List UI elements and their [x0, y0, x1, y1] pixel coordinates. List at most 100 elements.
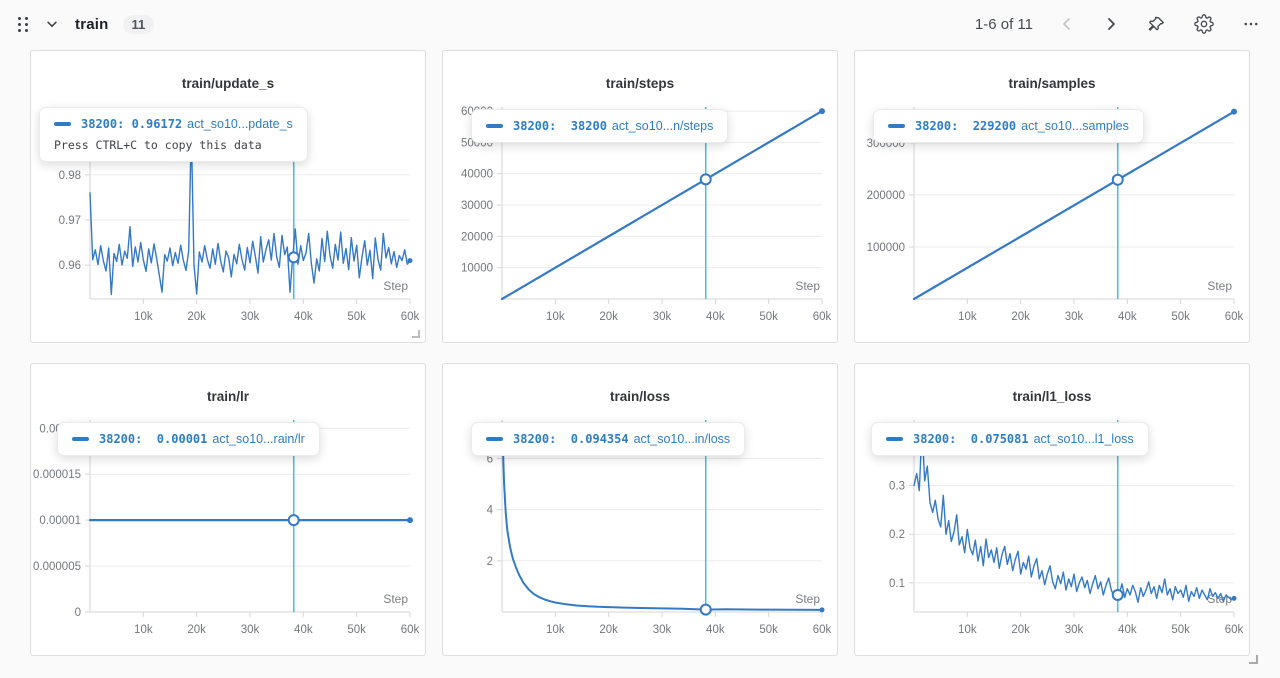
svg-text:Step: Step	[795, 279, 820, 293]
section-header: train 11 1-6 of 11	[0, 0, 1280, 48]
tooltip-value: 38200: 0.96172	[81, 117, 183, 131]
svg-text:0.98: 0.98	[59, 170, 81, 182]
svg-text:60k: 60k	[1225, 311, 1244, 323]
svg-text:0.00001: 0.00001	[39, 515, 81, 527]
svg-text:4: 4	[487, 505, 494, 517]
panel-train-loss[interactable]: train/loss 38200: 0.094354 act_so10...in…	[442, 363, 838, 656]
tooltip-run-name: act_so10...in/loss	[633, 432, 731, 446]
svg-text:30k: 30k	[241, 311, 260, 323]
svg-text:2: 2	[487, 556, 493, 568]
svg-text:30k: 30k	[1065, 311, 1084, 323]
prev-page-button[interactable]	[1057, 14, 1077, 34]
svg-text:30k: 30k	[653, 311, 672, 323]
svg-text:10k: 10k	[134, 624, 153, 636]
more-options-icon[interactable]	[1240, 13, 1262, 35]
svg-text:100000: 100000	[867, 242, 905, 254]
svg-text:Step: Step	[795, 592, 820, 606]
svg-text:Step: Step	[1207, 279, 1232, 293]
tooltip-value: 38200: 229200	[915, 119, 1017, 133]
svg-text:6: 6	[487, 453, 493, 465]
svg-text:0.1: 0.1	[889, 578, 905, 590]
svg-text:50k: 50k	[347, 624, 366, 636]
svg-text:0.2: 0.2	[889, 529, 905, 541]
chart-tooltip: 38200: 0.00001 act_so10...rain/lr	[57, 422, 320, 456]
panel-train-l1-loss[interactable]: train/l1_loss 38200: 0.075081 act_so10..…	[854, 363, 1250, 656]
svg-text:50k: 50k	[759, 311, 778, 323]
series-swatch	[72, 437, 89, 441]
svg-text:20k: 20k	[599, 624, 618, 636]
tooltip-value: 38200: 0.00001	[99, 432, 208, 446]
svg-text:20k: 20k	[1011, 311, 1030, 323]
tooltip-value: 38200: 38200	[513, 119, 607, 133]
svg-text:0.000005: 0.000005	[33, 561, 81, 573]
svg-text:50k: 50k	[1171, 624, 1190, 636]
chart-tooltip: 38200: 0.094354 act_so10...in/loss	[471, 422, 746, 456]
svg-text:40k: 40k	[1118, 624, 1137, 636]
chart-title: train/loss	[609, 389, 671, 404]
series-swatch	[486, 124, 503, 128]
chart-title: train/steps	[605, 76, 675, 91]
svg-text:60k: 60k	[401, 311, 420, 323]
chevron-down-icon[interactable]	[43, 15, 61, 33]
chart-canvas-train-loss[interactable]: 2 4 6 10k 20k 30k 40k 50k 60k Step	[444, 412, 836, 646]
pagination-label: 1-6 of 11	[974, 15, 1033, 33]
tooltip-run-name: act_so10...l1_loss	[1033, 432, 1134, 446]
svg-text:40k: 40k	[294, 311, 313, 323]
svg-text:20000: 20000	[461, 231, 493, 243]
series-swatch	[54, 122, 71, 126]
svg-text:30k: 30k	[653, 624, 672, 636]
svg-text:60k: 60k	[813, 311, 832, 323]
chart-tooltip: 38200: 0.96172 act_so10...pdate_s Press …	[39, 107, 308, 162]
gear-icon[interactable]	[1192, 12, 1216, 36]
tooltip-run-name: act_so10...n/steps	[611, 119, 714, 133]
svg-text:0.000015: 0.000015	[33, 469, 81, 481]
svg-text:50k: 50k	[759, 624, 778, 636]
svg-text:10000: 10000	[461, 263, 493, 275]
chart-title: train/lr	[206, 389, 249, 404]
panel-train-lr[interactable]: train/lr 38200: 0.00001 act_so10...rain/…	[30, 363, 426, 656]
svg-text:20k: 20k	[599, 311, 618, 323]
chart-tooltip: 38200: 0.075081 act_so10...l1_loss	[871, 422, 1149, 456]
svg-text:Step: Step	[383, 279, 408, 293]
svg-text:40k: 40k	[294, 624, 313, 636]
svg-text:0: 0	[75, 607, 81, 619]
svg-text:20k: 20k	[1011, 624, 1030, 636]
tooltip-run-name: act_so10...pdate_s	[187, 117, 293, 131]
tooltip-value: 38200: 0.094354	[513, 432, 629, 446]
svg-text:200000: 200000	[867, 190, 905, 202]
tooltip-run-name: act_so10...samples	[1021, 119, 1129, 133]
svg-text:60k: 60k	[401, 624, 420, 636]
svg-text:Step: Step	[383, 592, 408, 606]
panel-resize-handle[interactable]	[412, 330, 420, 338]
series-swatch	[888, 124, 905, 128]
chart-title: train/samples	[1008, 76, 1096, 91]
series-swatch	[886, 437, 903, 441]
panel-train-update-s[interactable]: train/update_s 38200: 0.96172 act_so10..…	[30, 50, 426, 343]
svg-text:20k: 20k	[187, 624, 206, 636]
svg-text:10k: 10k	[958, 311, 977, 323]
svg-text:30000: 30000	[461, 200, 493, 212]
svg-text:10k: 10k	[958, 624, 977, 636]
tooltip-copy-hint: Press CTRL+C to copy this data	[54, 138, 262, 152]
svg-text:50k: 50k	[347, 311, 366, 323]
pin-icon[interactable]	[1145, 13, 1168, 36]
chart-tooltip: 38200: 38200 act_so10...n/steps	[471, 109, 729, 143]
panel-grid: train/update_s 38200: 0.96172 act_so10..…	[0, 48, 1280, 656]
drag-handle-icon[interactable]	[18, 16, 29, 32]
chart-tooltip: 38200: 229200 act_so10...samples	[873, 109, 1144, 143]
svg-text:40k: 40k	[706, 311, 725, 323]
tooltip-value: 38200: 0.075081	[913, 432, 1029, 446]
section-title: train	[75, 15, 109, 33]
svg-text:0.3: 0.3	[889, 481, 905, 493]
svg-text:0.96: 0.96	[59, 260, 81, 272]
svg-text:40k: 40k	[1118, 311, 1137, 323]
panel-train-samples[interactable]: train/samples 38200: 229200 act_so10...s…	[854, 50, 1250, 343]
panel-train-steps[interactable]: train/steps 38200: 38200 act_so10...n/st…	[442, 50, 838, 343]
chart-title: train/l1_loss	[1012, 389, 1092, 404]
svg-text:10k: 10k	[134, 311, 153, 323]
svg-text:0.97: 0.97	[59, 215, 81, 227]
next-page-button[interactable]	[1101, 14, 1121, 34]
section-resize-handle[interactable]	[1249, 655, 1258, 664]
svg-text:60k: 60k	[813, 624, 832, 636]
